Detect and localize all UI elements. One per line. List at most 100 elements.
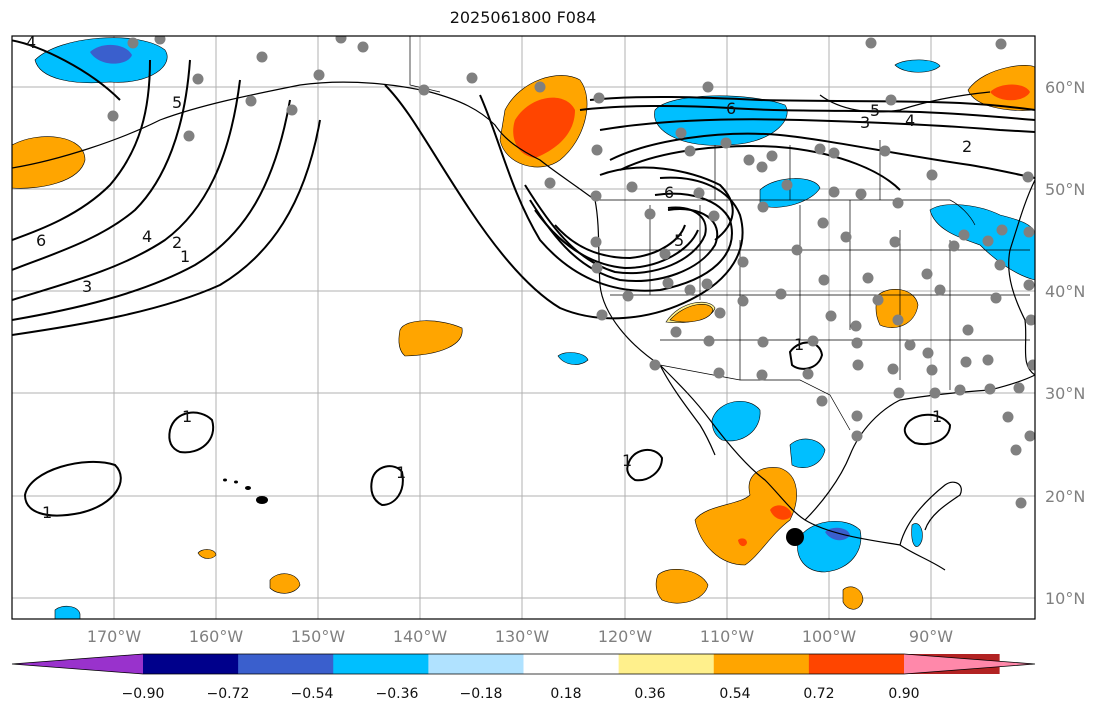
colorbar-segment — [333, 654, 429, 674]
colorbar-segment — [523, 654, 620, 674]
lon-label: 150°W — [291, 627, 346, 646]
shade-blue-mx3 — [797, 521, 862, 573]
contour-label: 6 — [726, 99, 736, 118]
shade-darkblue-nw — [90, 44, 132, 64]
coast-east — [1008, 179, 1035, 376]
shade-orange-epac3 — [197, 549, 217, 559]
shade-red-pnw — [513, 97, 575, 158]
lat-label: 50°N — [1045, 180, 1085, 199]
coast-gulf — [804, 374, 1035, 521]
colorbar-segment — [808, 654, 905, 674]
shade-orange-sw — [669, 303, 714, 323]
shade-orange-epac2 — [269, 573, 301, 594]
shade-orange-pacific — [398, 320, 463, 357]
border-alaska — [409, 36, 441, 93]
colorbar-segment — [143, 654, 239, 674]
coastlines — [12, 81, 1035, 571]
coast-alaska — [12, 81, 596, 201]
shade-blue-greatlakes — [929, 204, 1035, 281]
shade-red-mx — [770, 505, 792, 520]
colorbar-tick-label: −0.54 — [291, 686, 334, 702]
lat-label: 30°N — [1045, 384, 1085, 403]
lat-label: 40°N — [1045, 282, 1085, 301]
shade-blue-ca — [911, 523, 923, 547]
contour-label: 1 — [794, 335, 804, 354]
colorbar-segment — [904, 654, 1035, 674]
contour-label: 1 — [42, 503, 52, 522]
colorbar — [11, 653, 1036, 675]
islands — [223, 478, 268, 504]
contour-label: 1 — [622, 451, 632, 470]
lon-label: 110°W — [700, 627, 755, 646]
colorbar-tick-labels: −0.90 −0.72 −0.54 −0.36 −0.18 0.18 0.36 … — [122, 686, 920, 702]
borders — [409, 36, 1030, 431]
contour-label: 6 — [664, 183, 674, 202]
colorbar-segment — [713, 654, 810, 674]
colorbar-segment — [12, 654, 143, 674]
highlight-marker — [786, 528, 804, 546]
shade-blue-sw — [54, 605, 81, 619]
colorbar-tick-label: −0.90 — [122, 686, 165, 702]
lat-label: 20°N — [1045, 487, 1085, 506]
shade-blue-pac2 — [557, 352, 589, 365]
shade-orange-epac1 — [655, 569, 709, 604]
contour-label: 1 — [182, 407, 192, 426]
colorbar-tick-label: 0.18 — [550, 686, 581, 702]
contour-label: 4 — [142, 227, 152, 246]
contour-label: 3 — [860, 113, 870, 132]
contour-lines — [12, 39, 1035, 517]
coast-hudson — [819, 91, 991, 113]
station-markers — [107, 36, 1035, 509]
lon-label: 120°W — [598, 627, 653, 646]
colorbar-segment — [618, 654, 715, 674]
colorbar-segment — [238, 654, 334, 674]
colorbar-tick-label: 0.54 — [719, 686, 750, 702]
contour-label: 4 — [905, 111, 915, 130]
lon-label: 160°W — [189, 627, 244, 646]
contour-label: 2 — [172, 233, 182, 252]
colorbar-tick-label: 0.36 — [634, 686, 665, 702]
shade-orange-plains — [875, 288, 919, 328]
shade-orange-w — [12, 136, 86, 189]
contour-label: 2 — [962, 137, 972, 156]
border-us-canada — [598, 199, 976, 226]
contour-label: 5 — [172, 93, 182, 112]
shade-orange-epac4 — [842, 586, 864, 610]
contour-label: 1 — [396, 463, 406, 482]
colorbar-outline — [11, 653, 1036, 675]
lat-label: 60°N — [1045, 78, 1085, 97]
colorbar-tick-label: −0.18 — [460, 686, 503, 702]
coast-westna — [594, 199, 946, 571]
shade-blue-ne1 — [894, 59, 941, 73]
longitude-labels: 170°W 160°W 150°W 140°W 130°W 120°W 110°… — [87, 627, 953, 646]
shade-blue-mx2 — [789, 438, 826, 469]
colorbar-tick-label: −0.72 — [207, 686, 250, 702]
contour-label: 1 — [932, 407, 942, 426]
colorbar-tick-label: 0.90 — [888, 686, 919, 702]
colorbar-tick-label: 0.72 — [803, 686, 834, 702]
map-frame — [11, 35, 1036, 620]
lon-label: 100°W — [802, 627, 857, 646]
border-us-mexico — [659, 364, 851, 431]
latitude-labels: 60°N 50°N 40°N 30°N 20°N 10°N — [1045, 78, 1085, 608]
anomaly-shading — [12, 37, 1035, 619]
shade-orange-mx — [694, 467, 797, 566]
coast-baja — [659, 364, 716, 456]
contour-label: 4 — [26, 33, 36, 52]
lon-label: 130°W — [495, 627, 550, 646]
border-states — [600, 200, 1030, 390]
contour-label: 5 — [870, 101, 880, 120]
coast-yucatan — [899, 481, 962, 546]
colorbar-tick-label: −0.36 — [376, 686, 419, 702]
contour-label: 5 — [674, 231, 684, 250]
shade-red-ne — [990, 84, 1030, 101]
lat-label: 10°N — [1045, 589, 1085, 608]
map-title: 2025061800 F084 — [449, 8, 597, 27]
shade-blue-mx1 — [711, 401, 761, 442]
contour-label: 1 — [180, 247, 190, 266]
shade-red-mx2 — [738, 538, 747, 547]
lon-label: 90°W — [909, 627, 953, 646]
lon-label: 170°W — [87, 627, 142, 646]
lon-label: 140°W — [393, 627, 448, 646]
